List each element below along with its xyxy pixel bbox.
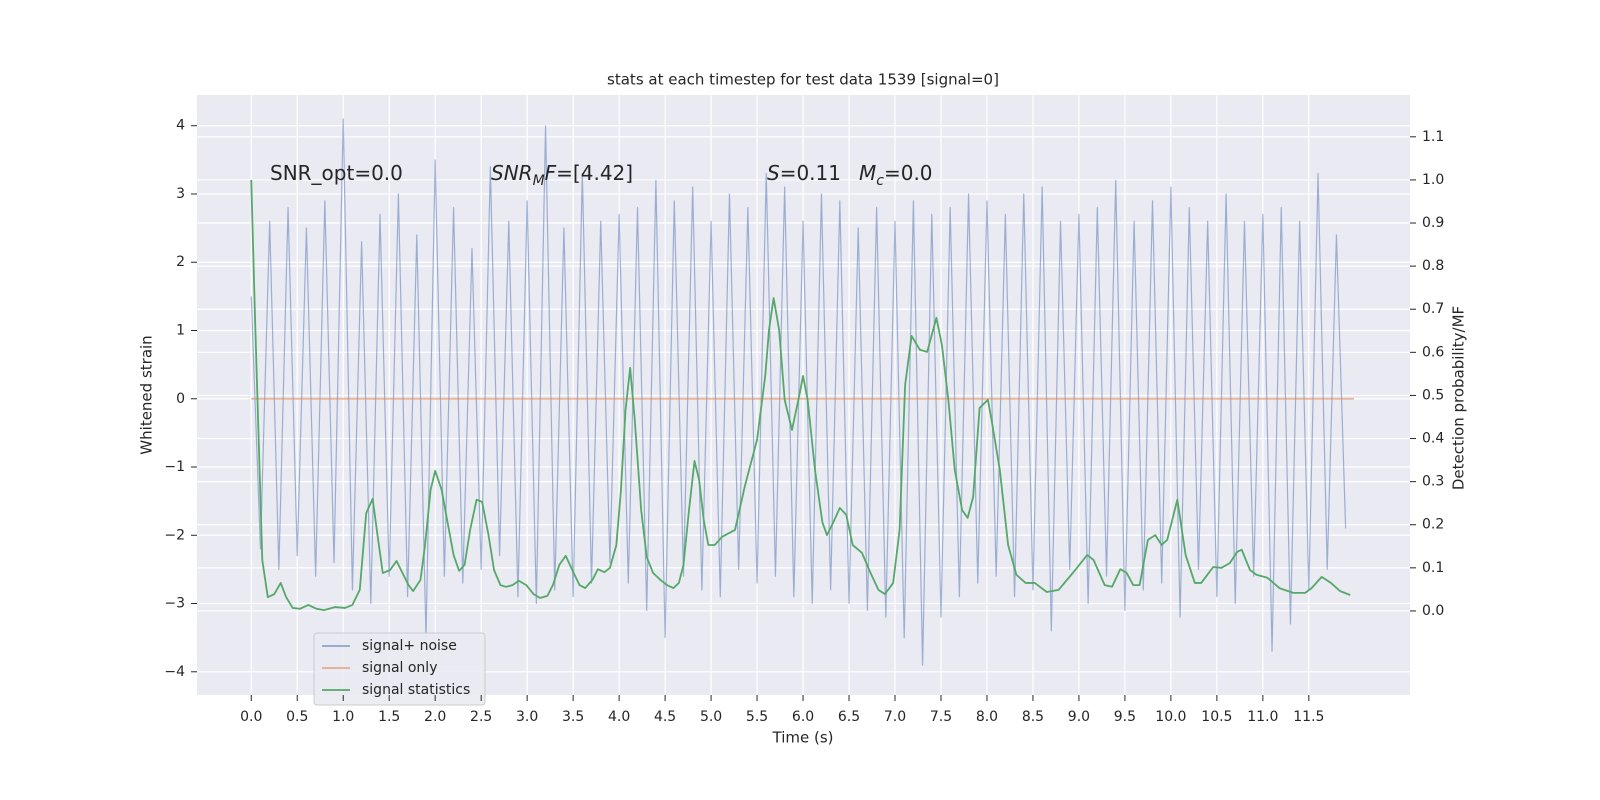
y2-tick-label: 0.1 <box>1422 560 1444 576</box>
x-tick-label: 0.5 <box>286 709 308 725</box>
y2-tick-label: 0.0 <box>1422 603 1444 619</box>
y2-tick-label: 0.7 <box>1422 301 1444 317</box>
x-tick-label: 9.5 <box>1114 709 1136 725</box>
y-tick-label: 1 <box>176 322 185 338</box>
annotation: SNRMF=[4.42] <box>491 161 633 189</box>
y2-tick-label: 1.0 <box>1422 172 1444 188</box>
x-tick-label: 4.5 <box>654 709 676 725</box>
x-tick-label: 6.0 <box>792 709 814 725</box>
x-tick-label: 10.0 <box>1155 709 1186 725</box>
y-tick-label: 3 <box>176 186 185 202</box>
y2-tick-label: 0.6 <box>1422 344 1444 360</box>
legend-label: signal only <box>362 660 437 676</box>
x-tick-label: 7.0 <box>884 709 906 725</box>
x-tick-label: 11.5 <box>1293 709 1324 725</box>
annotation-text: M <box>859 161 876 185</box>
legend: signal+ noise signal only signal statistic… <box>313 632 486 706</box>
x-tick-label: 3.0 <box>516 709 538 725</box>
annotation-text: SNR <box>491 161 533 185</box>
x-tick-label: 9.0 <box>1068 709 1090 725</box>
y2-tick-label: 0.2 <box>1422 517 1444 533</box>
x-tick-label: 7.5 <box>930 709 952 725</box>
series-line <box>250 118 1347 666</box>
x-tick-label: 8.5 <box>1022 709 1044 725</box>
x-tick-label: 6.5 <box>838 709 860 725</box>
x-tick-label: 11.0 <box>1247 709 1278 725</box>
y-tick-label: 2 <box>176 254 185 270</box>
x-tick-label: 10.5 <box>1201 709 1232 725</box>
annotation-subscript: M <box>533 173 545 189</box>
y2-tick-label: 0.4 <box>1422 431 1444 447</box>
annotation-subscript: c <box>876 173 884 189</box>
marks <box>250 118 1354 666</box>
annotation-text: =0.11 <box>780 161 841 185</box>
annotation-text: SNR_opt=0.0 <box>270 161 403 185</box>
x-tick-label: 0.0 <box>240 709 262 725</box>
legend-label: signal+ noise <box>362 638 457 654</box>
y2-tick-label: 0.3 <box>1422 474 1444 490</box>
y2-axis-label: Detection probability/MF <box>1450 306 1468 490</box>
annotation-text: S <box>767 161 780 185</box>
x-tick-label: 4.0 <box>608 709 630 725</box>
y-tick-label: −3 <box>164 596 185 612</box>
x-tick-label: 1.0 <box>332 709 354 725</box>
y2-tick-label: 1.1 <box>1422 129 1444 145</box>
y-tick-label: −4 <box>164 664 185 680</box>
legend-box <box>313 632 486 706</box>
x-tick-label: 5.5 <box>746 709 768 725</box>
x-tick-label: 1.5 <box>378 709 400 725</box>
y-tick-label: −2 <box>164 527 185 543</box>
chart-title: stats at each timestep for test data 153… <box>607 71 999 89</box>
annotation-text: =[4.42] <box>556 161 633 185</box>
series-line <box>250 179 1351 611</box>
legend-label: signal statistics <box>362 682 470 698</box>
x-tick-label: 5.0 <box>700 709 722 725</box>
x-tick-label: 2.0 <box>424 709 446 725</box>
y-tick-label: 0 <box>176 391 185 407</box>
y2-tick-label: 0.8 <box>1422 258 1444 274</box>
annotation: S=0.11 <box>767 161 841 185</box>
annotation: Mc=0.0 <box>859 161 933 189</box>
y2-tick-label: 0.9 <box>1422 215 1444 231</box>
x-axis-label: Time (s) <box>772 729 834 747</box>
x-tick-label: 3.5 <box>562 709 584 725</box>
y-axis-label: Whitened strain <box>138 335 156 454</box>
annotation-text: F <box>545 161 557 185</box>
y-tick-label: 4 <box>176 118 185 134</box>
annotation: SNR_opt=0.0 <box>270 161 403 185</box>
annotation-text: =0.0 <box>884 161 933 185</box>
y2-tick-label: 0.5 <box>1422 387 1444 403</box>
x-tick-label: 2.5 <box>470 709 492 725</box>
x-tick-label: 8.0 <box>976 709 998 725</box>
y-tick-label: −1 <box>164 459 185 475</box>
